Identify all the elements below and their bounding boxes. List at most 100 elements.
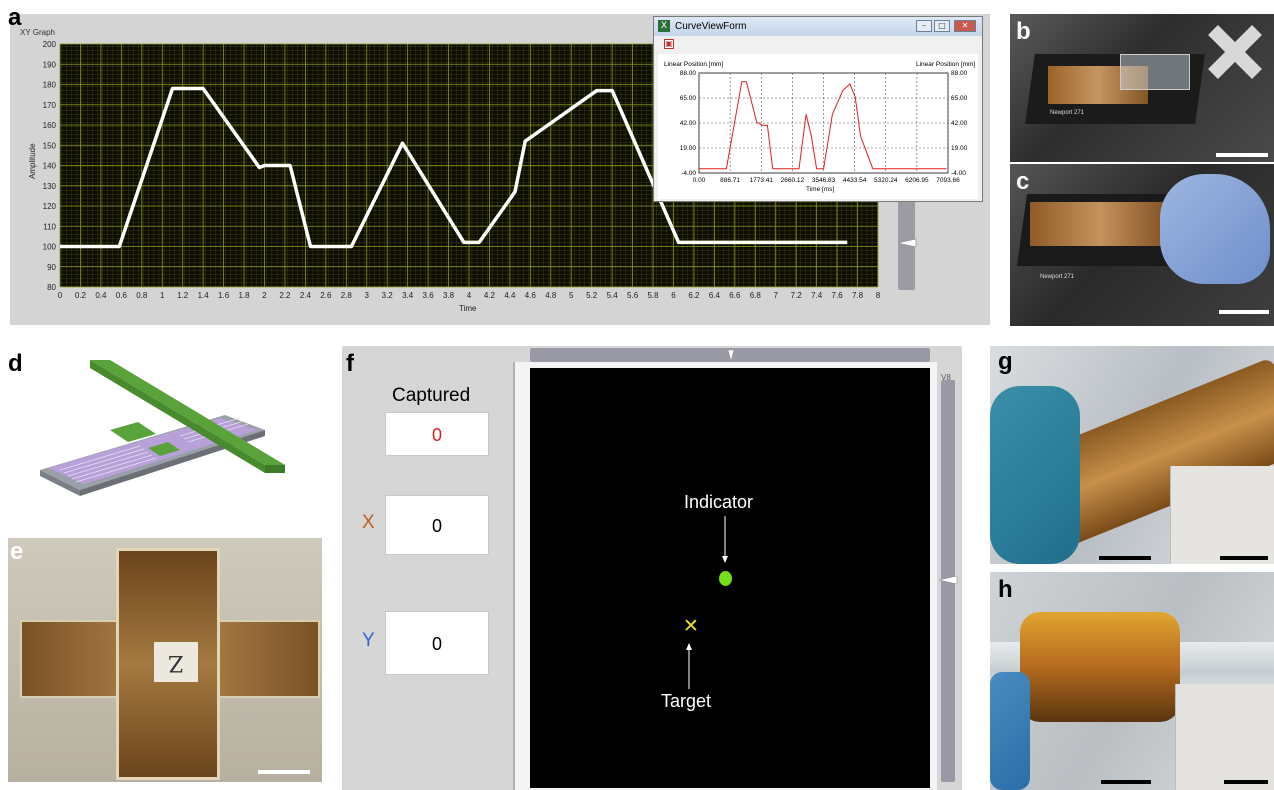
x-label: X [362,512,375,533]
cv-left-axis-label: Linear Position [mm] [664,61,723,68]
y-value: 0 [385,611,489,675]
xy-ytick: 180 [43,81,57,90]
cv-ytick-right: 88.00 [951,70,968,77]
xy-xtick: 4.2 [484,291,496,300]
scale-bar-g-main [1099,556,1151,560]
cv-xtick: 1773.41 [749,177,773,184]
xy-ytick: 200 [43,40,57,49]
xy-ytick: 90 [47,263,56,272]
panel-label-d: d [8,350,23,377]
xy-xtick: 7.8 [852,291,864,300]
xy-xtick: 6.4 [709,291,721,300]
cv-ytick-left: -4.00 [681,170,696,177]
xy-xtick: 2.4 [300,291,312,300]
panel-label-e: e [10,538,24,565]
cv-ytick-left: 65.00 [680,95,697,102]
photo-c: Newport 271 [1010,164,1274,326]
print-icon[interactable]: ▣ [664,39,674,49]
cv-xlabel: Time [ms] [806,186,834,193]
panel-label-g: g [998,348,1013,375]
indicator-label: Indicator [684,492,754,512]
close-button[interactable]: ✕ [954,20,976,32]
curve-view-window[interactable]: X CurveViewForm – □ ✕ ▣ Linear Position … [653,16,983,202]
xy-xtick: 2.8 [341,291,353,300]
xy-ytick: 140 [43,162,57,171]
xy-xtick: 1.4 [198,291,210,300]
xy-xtick: 4.8 [545,291,557,300]
xy-trace-line [60,86,848,249]
cv-xtick: 886.71 [720,177,740,184]
horizontal-slider-knob[interactable] [727,348,735,362]
xy-ytick: 130 [43,182,57,191]
xy-ytick: 190 [43,60,57,69]
cv-xtick: 2660.12 [781,177,805,184]
curve-view-titlebar[interactable]: X CurveViewForm – □ ✕ [654,17,982,36]
xy-xtick: 6.6 [729,291,741,300]
xy-ytick: 160 [43,121,57,130]
xy-ytick: 100 [43,243,57,252]
xy-xtick: 0.2 [75,291,87,300]
xy-xtick: 6.8 [750,291,762,300]
cv-ytick-left: 19.00 [680,145,697,152]
x-value: 0 [385,495,489,555]
xy-xtick: 6.2 [688,291,700,300]
xy-xtick: 2.6 [320,291,332,300]
curve-view-title: CurveViewForm [675,21,747,32]
xy-xtick: 2 [262,291,267,300]
cv-ytick-left: 42.00 [680,120,697,127]
scale-bar-h-main [1101,780,1151,784]
target-arrow [686,643,692,689]
xy-xtick: 3.2 [382,291,394,300]
photo-h [990,572,1274,790]
minimize-button[interactable]: – [916,20,932,32]
scale-bar-e [258,770,310,774]
xy-xtick: 4.6 [525,291,537,300]
xy-xtick: 0.8 [136,291,148,300]
photo-b: Newport 271 [1010,14,1274,162]
xy-xtick: 8 [876,291,881,300]
captured-label: Captured [392,385,471,406]
xy-xtick: 5 [569,291,574,300]
xy-ytick: 170 [43,101,57,110]
cv-xtick: 4433.54 [843,177,867,184]
xy-xtick: 3.8 [443,291,455,300]
target-label: Target [661,691,712,711]
photo-e: Z [8,538,322,782]
xy-xtick: 4 [467,291,472,300]
xy-ytick: 80 [47,283,56,292]
cv-ytick-right: -4.00 [951,170,966,177]
cursor-slider-knob[interactable] [896,238,918,248]
xy-xtick: 1 [160,291,165,300]
xy-xtick: 3.4 [402,291,414,300]
indicator-dot [719,571,732,586]
panel-label-h: h [998,576,1013,603]
xy-xtick: 3.6 [423,291,435,300]
vertical-slider-knob[interactable] [937,575,959,585]
device-schematic-d [40,360,285,496]
xy-xtick: 5.2 [586,291,598,300]
xy-xlabel: Time [459,304,477,313]
target-marker-icon: ✕ [683,615,699,637]
photo-g [990,346,1274,564]
xy-graph-title: XY Graph [20,28,55,37]
xy-xtick: 4.4 [504,291,516,300]
maximize-button[interactable]: □ [934,20,950,32]
xy-ylabel: Amplitude [28,143,37,179]
xy-xtick: 3 [365,291,370,300]
xy-xtick: 2.2 [279,291,291,300]
xy-xtick: 7.6 [832,291,844,300]
xy-xtick: 1.6 [218,291,230,300]
scale-bar-h-inset [1224,780,1268,784]
indicator-arrow [722,516,728,563]
cv-ytick-left: 88.00 [680,70,697,77]
xy-xtick: 1.2 [177,291,189,300]
cv-xtick: 5320.24 [874,177,898,184]
cv-trace-line [699,81,947,170]
scale-bar-c [1219,310,1269,314]
xy-xtick: 1.8 [238,291,250,300]
xy-xtick: 7.4 [811,291,823,300]
app-icon: X [658,20,670,32]
cv-xtick: 7093.66 [936,177,960,184]
xy-xtick: 0 [58,291,63,300]
panel-label-b: b [1016,18,1031,45]
